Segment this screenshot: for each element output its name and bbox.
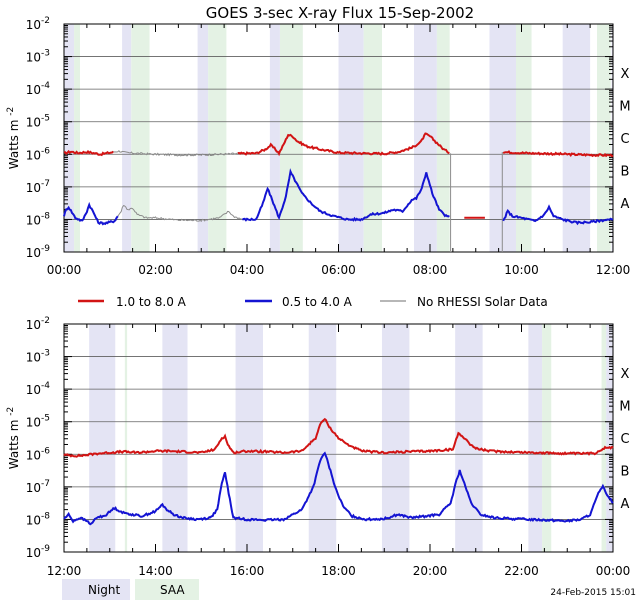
- night-band: [606, 324, 613, 552]
- saa-band: [542, 324, 552, 552]
- x-tick-label: 20:00: [413, 564, 448, 578]
- series-line-short: [502, 204, 614, 226]
- night-band: [455, 324, 483, 552]
- saa-band: [363, 24, 382, 252]
- saa-key-swatch: [135, 579, 199, 600]
- y-tick-label: 10-7: [26, 479, 50, 495]
- x-tick-label: 06:00: [321, 263, 356, 277]
- footer: Night SAA 24-Feb-2015 15:01: [62, 579, 636, 600]
- series-line-short: [63, 201, 119, 226]
- x-tick-label: 10:00: [504, 263, 539, 277]
- flare-class-label-x: X: [621, 367, 630, 382]
- y-tick-label: 10-6: [26, 446, 51, 462]
- flare-class-label-a: A: [621, 497, 630, 512]
- x-tick-label: 00:00: [596, 564, 631, 578]
- night-band: [269, 24, 280, 252]
- saa-band: [279, 24, 303, 252]
- night-band: [122, 24, 132, 252]
- y-tick-label: 10-6: [26, 146, 51, 162]
- x-tick-label: 18:00: [321, 564, 356, 578]
- x-tick-label: 12:00: [596, 263, 631, 277]
- night-band: [308, 324, 337, 552]
- generated-timestamp: 24-Feb-2015 15:01: [550, 588, 636, 598]
- chart-title: GOES 3-sec X-ray Flux 15-Sep-2002: [206, 4, 474, 22]
- flare-class-label-m: M: [619, 99, 630, 114]
- y-tick-label: 10-8: [26, 511, 51, 527]
- saa-band: [601, 324, 607, 552]
- night-band: [197, 24, 209, 252]
- night-band: [528, 324, 543, 552]
- flare-class-label-c: C: [620, 132, 629, 147]
- flare-class-label-c: C: [620, 432, 629, 447]
- night-key-swatch: [62, 579, 130, 600]
- flare-class-label-x: X: [621, 67, 630, 82]
- saa-band: [208, 24, 227, 252]
- night-band: [413, 24, 437, 252]
- y-tick-label: 10-8: [26, 211, 51, 227]
- y-tick-label: 10-3: [26, 49, 50, 65]
- series-line-long: [502, 150, 614, 158]
- y-tick-label: 10-5: [26, 414, 50, 430]
- flare-class-label-a: A: [621, 197, 630, 212]
- legend-label-long: 1.0 to 8.0 A: [116, 295, 187, 309]
- night-band: [64, 24, 75, 252]
- no-rhessi-data-segment: [112, 149, 238, 157]
- y-tick-label: 10-2: [26, 316, 50, 332]
- night-key-label: Night: [88, 583, 121, 597]
- flare-class-label-b: B: [621, 465, 630, 480]
- saa-band: [124, 324, 128, 552]
- y-tick-label: 10-7: [26, 179, 50, 195]
- y-axis-label: Watts m -2: [6, 107, 21, 169]
- saa-band: [436, 24, 450, 252]
- y-axis-label: Watts m -2: [6, 407, 21, 469]
- y-tick-label: 10-4: [26, 381, 51, 397]
- saa-band: [516, 24, 532, 252]
- night-band: [235, 324, 264, 552]
- night-band: [611, 24, 613, 252]
- flare-class-label-m: M: [619, 399, 630, 414]
- saa-band: [596, 24, 611, 252]
- series-line-short: [63, 451, 614, 526]
- legend: 1.0 to 8.0 A 0.5 to 4.0 A No RHESSI Sola…: [78, 295, 548, 309]
- y-tick-label: 10-9: [26, 244, 51, 260]
- night-band: [89, 324, 116, 552]
- saa-band: [74, 24, 81, 252]
- y-tick-label: 10-4: [26, 81, 51, 97]
- y-tick-label: 10-3: [26, 349, 50, 365]
- x-tick-label: 16:00: [230, 564, 265, 578]
- series-line-long: [237, 132, 450, 157]
- x-tick-label: 00:00: [47, 263, 82, 277]
- y-tick-label: 10-9: [26, 544, 51, 560]
- plot-panel-bottom: 10-9 10-8 10-7 10-6 10-5 10-4 10-3 10-2 Watts m …: [6, 316, 631, 578]
- night-band: [562, 24, 591, 252]
- y-tick-label: 10-5: [26, 114, 50, 130]
- saa-key-label: SAA: [160, 583, 185, 597]
- night-band: [381, 324, 410, 552]
- x-tick-label: 12:00: [47, 564, 82, 578]
- x-tick-label: 08:00: [413, 263, 448, 277]
- x-tick-label: 04:00: [230, 263, 265, 277]
- series-line-long: [63, 417, 614, 458]
- night-band: [162, 324, 188, 552]
- x-tick-label: 14:00: [138, 564, 173, 578]
- legend-label-no-data: No RHESSI Solar Data: [417, 295, 548, 309]
- y-tick-label: 10-2: [26, 16, 50, 32]
- plot-panel-top: 10-9 10-8 10-7 10-6 10-5 10-4 10-3 10-2 Watts m …: [6, 16, 631, 277]
- night-band: [338, 24, 364, 252]
- legend-label-short: 0.5 to 4.0 A: [282, 295, 353, 309]
- series-line-short: [241, 168, 450, 222]
- series-line-long: [63, 149, 114, 157]
- no-rhessi-data-segment: [117, 205, 243, 223]
- saa-band: [131, 24, 150, 252]
- x-tick-label: 02:00: [138, 263, 173, 277]
- flare-class-label-b: B: [621, 165, 630, 180]
- x-tick-label: 22:00: [504, 564, 539, 578]
